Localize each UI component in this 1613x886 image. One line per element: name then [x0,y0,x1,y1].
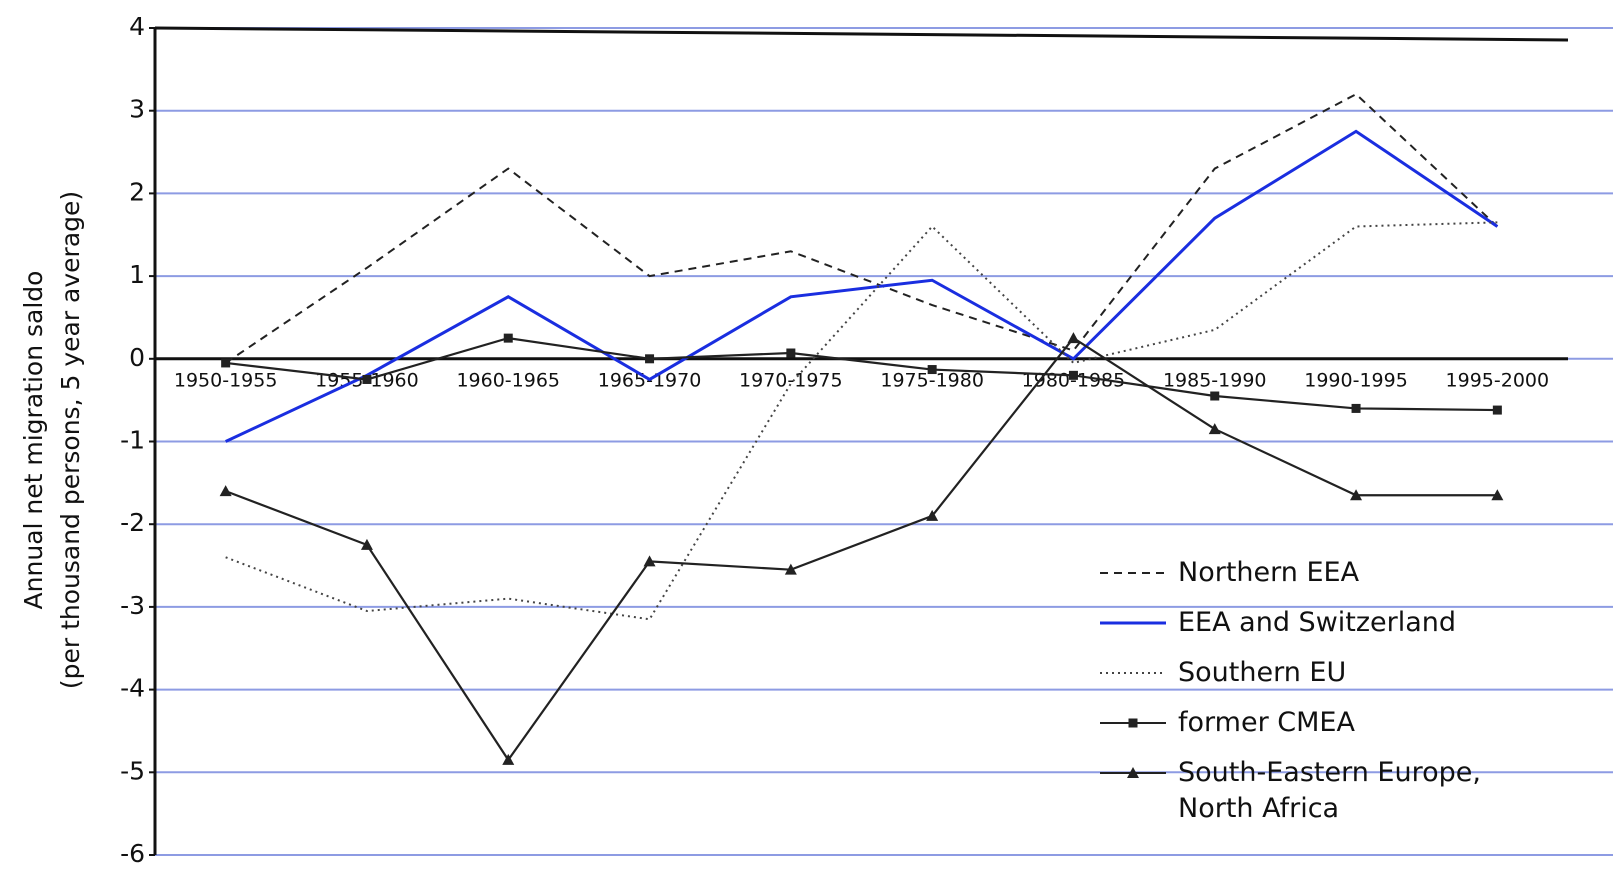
y-tick-label: -2 [120,508,145,537]
x-tick-label: 1950-1955 [174,369,278,391]
marker [1068,370,1078,380]
marker [1351,403,1361,413]
marker [503,333,513,343]
marker [643,555,656,567]
marker [502,753,515,765]
y-tick-label: 4 [129,12,145,41]
legend-swatch [1100,672,1166,674]
marker [362,374,372,384]
legend-item: Southern EU [1100,655,1560,691]
legend-label: Southern EU [1178,657,1347,688]
y-tick-label: -5 [120,756,145,785]
marker [1127,767,1139,778]
series-line [225,337,1498,412]
series-line [225,336,1498,762]
legend-item: former CMEA [1100,705,1560,741]
series-line [225,92,1499,364]
y-tick-label: -4 [120,674,145,703]
x-tick-label: 1995-2000 [1446,369,1550,391]
top-border [154,26,1569,42]
marker [1208,423,1221,435]
legend-swatch [1100,621,1166,625]
y-tick-label: 1 [129,260,145,289]
y-tick-label: -6 [120,839,145,868]
legend-label: EEA and Switzerland [1178,607,1457,638]
legend-swatch [1100,718,1166,728]
marker [786,348,796,358]
marker [645,354,655,364]
series-line [225,221,1498,621]
legend-item: Northern EEA [1100,555,1560,591]
x-tick-label: 1975-1980 [880,369,984,391]
legend: Northern EEA EEA and Switzerland Southern … [1100,555,1560,841]
x-tick-label: 1985-1990 [1163,369,1267,391]
x-tick-label: 1990-1995 [1304,369,1408,391]
y-tick-label: -3 [120,591,145,620]
y-axis-label: (per thousand persons, 5 year average) [56,191,85,689]
marker [784,563,797,575]
marker [1492,405,1502,415]
y-tick-label: -1 [120,426,145,455]
legend-label: South-Eastern Europe, North Africa [1178,757,1481,824]
legend-swatch [1100,767,1166,778]
legend-swatch [1100,572,1166,574]
y-tick-label: 0 [129,343,145,372]
marker [360,538,373,550]
marker [221,358,231,368]
legend-item: EEA and Switzerland [1100,605,1560,641]
legend-label: former CMEA [1178,707,1355,738]
marker [1350,489,1363,501]
y-tick-label: 2 [129,177,145,206]
marker [926,509,939,521]
x-tick-label: 1970-1975 [739,369,843,391]
x-tick-label: 1960-1965 [456,369,560,391]
marker [219,485,232,497]
y-axis-label: Annual net migration saldo [19,271,48,610]
marker [1210,391,1220,401]
marker [1491,489,1504,501]
marker [1128,718,1138,728]
legend-label: Northern EEA [1178,557,1360,588]
marker [1067,332,1080,344]
y-tick-label: 3 [129,95,145,124]
marker [927,365,937,375]
series-line [225,129,1499,443]
legend-item: South-Eastern Europe, North Africa [1100,755,1560,827]
